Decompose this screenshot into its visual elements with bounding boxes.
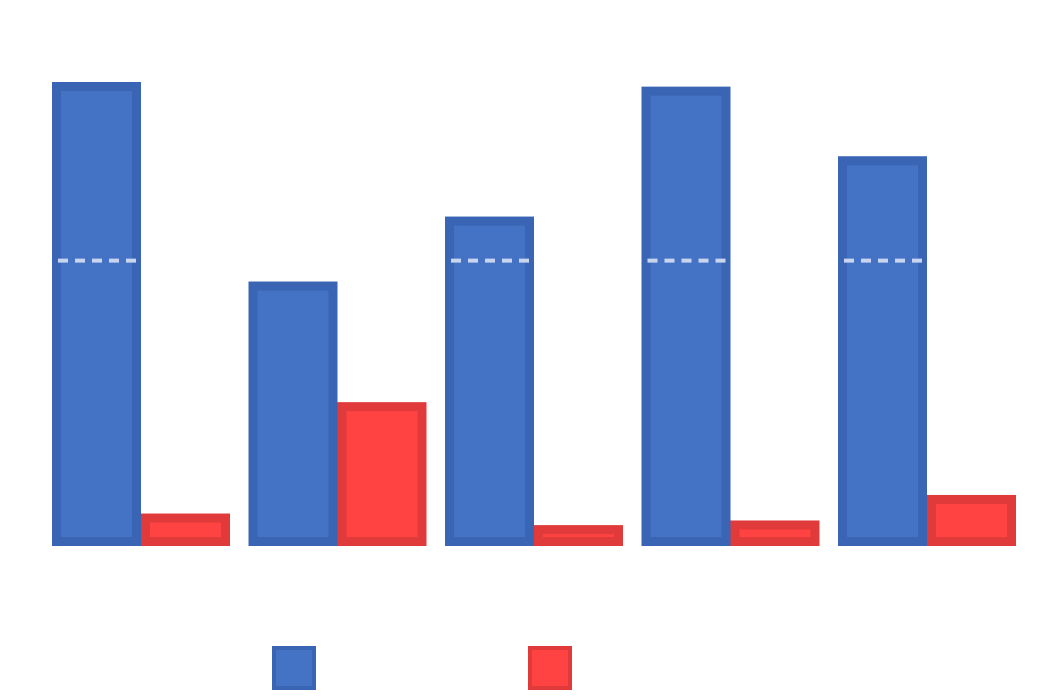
legend-swatch-series1 [272,646,316,690]
bars-layer [52,82,1016,547]
bar-series1-category2 [248,281,338,546]
bar-series1-category4 [641,86,731,546]
bar-series2-category5 [927,494,1016,546]
bar-series2-category3 [534,525,623,546]
legend [272,646,572,690]
bar-series2-category4 [730,520,820,546]
bar-series1-category5 [838,156,927,547]
bar-series1-category1 [52,82,141,546]
bar-series2-category1 [141,513,230,547]
bar-series1-category3 [445,216,534,546]
bar-series2-category2 [337,402,427,546]
legend-swatch-series2 [528,646,572,690]
